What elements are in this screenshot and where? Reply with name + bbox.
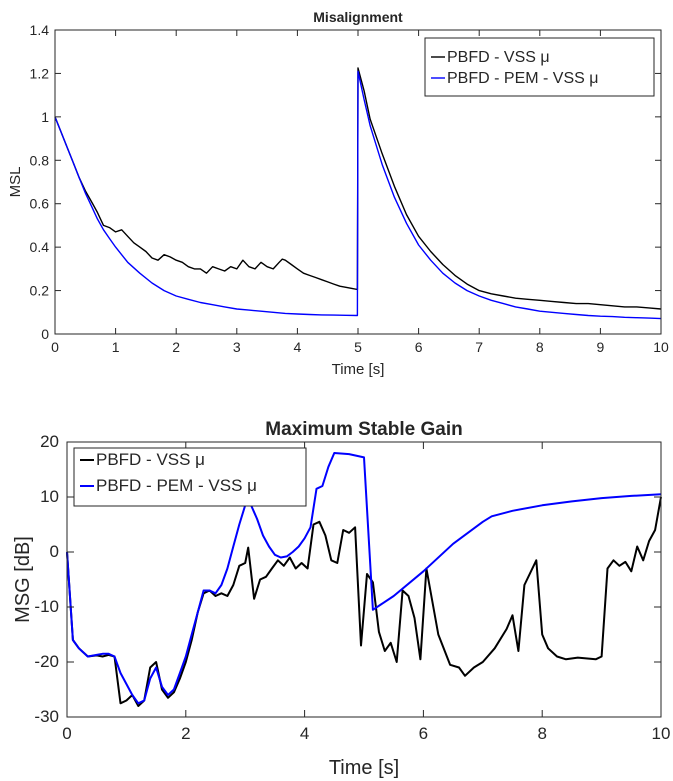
x-tick-label: 6 (419, 724, 428, 743)
y-axis-label: MSG [dB] (12, 536, 34, 623)
y-tick-label: 0 (50, 542, 59, 561)
y-tick-label: 0.6 (30, 196, 50, 212)
x-tick-label: 0 (51, 339, 59, 355)
legend: PBFD - VSS μ PBFD - PEM - VSS μ (73, 447, 307, 507)
x-tick-label: 3 (233, 339, 241, 355)
x-tick-label: 5 (354, 339, 362, 355)
y-tick-label: 1 (41, 109, 49, 125)
y-tick-label: -20 (34, 652, 59, 671)
x-tick-label: 4 (300, 724, 309, 743)
x-tick-label: 8 (537, 724, 546, 743)
y-tick-label: 1.2 (30, 65, 50, 81)
x-tick-label: 6 (415, 339, 423, 355)
axes-box (66, 441, 662, 718)
x-axis-label: Time [s] (329, 757, 399, 779)
x-tick-label: 9 (597, 339, 605, 355)
y-tick-label: -30 (34, 707, 59, 726)
series-line-pbfd-vss (66, 496, 662, 707)
legend-entry: PBFD - PEM - VSS μ (96, 476, 257, 495)
legend-entry: PBFD - VSS μ (96, 450, 205, 469)
legend-box (424, 37, 655, 97)
y-tick-label: 20 (40, 432, 59, 451)
x-axis-label: Time [s] (332, 361, 385, 378)
misalignment-chart: 0 1 2 3 4 5 6 7 8 9 10 0 0.2 0.4 0.6 0.8 1 1.2 1.4 Misalign… (7, 9, 669, 378)
x-tick-label: 7 (475, 339, 483, 355)
chart-title: Maximum Stable Gain (265, 419, 462, 440)
x-tick-label: 4 (294, 339, 302, 355)
legend: PBFD - VSS μ PBFD - PEM - VSS μ (424, 37, 655, 97)
legend-entry: PBFD - VSS μ (447, 49, 550, 66)
y-tick-label: 1.4 (30, 22, 50, 38)
chart-title: Misalignment (313, 9, 403, 25)
x-tick-label: 0 (62, 724, 71, 743)
x-tick-label: 10 (652, 724, 671, 743)
legend-entry: PBFD - PEM - VSS μ (447, 70, 598, 87)
legend-box (73, 447, 307, 507)
max-stable-gain-chart: 0 2 4 6 8 10 -30 -20 -10 0 10 20 Maximum Stable Gain… (12, 419, 670, 779)
x-tick-label: 10 (653, 339, 669, 355)
y-tick-label: 0.8 (30, 152, 50, 168)
y-axis-label: MSL (7, 167, 24, 198)
x-tick-label: 1 (112, 339, 120, 355)
y-tick-label: 10 (40, 487, 59, 506)
y-tick-label: 0.2 (30, 283, 50, 299)
x-tick-label: 8 (536, 339, 544, 355)
x-tick-label: 2 (172, 339, 180, 355)
x-tick-label: 2 (181, 724, 190, 743)
y-tick-label: -10 (34, 597, 59, 616)
y-tick-label: 0 (41, 326, 49, 342)
series-line-pbfd-pem-vss (54, 70, 662, 320)
series-line-pbfd-vss (54, 67, 662, 310)
y-tick-label: 0.4 (30, 239, 50, 255)
